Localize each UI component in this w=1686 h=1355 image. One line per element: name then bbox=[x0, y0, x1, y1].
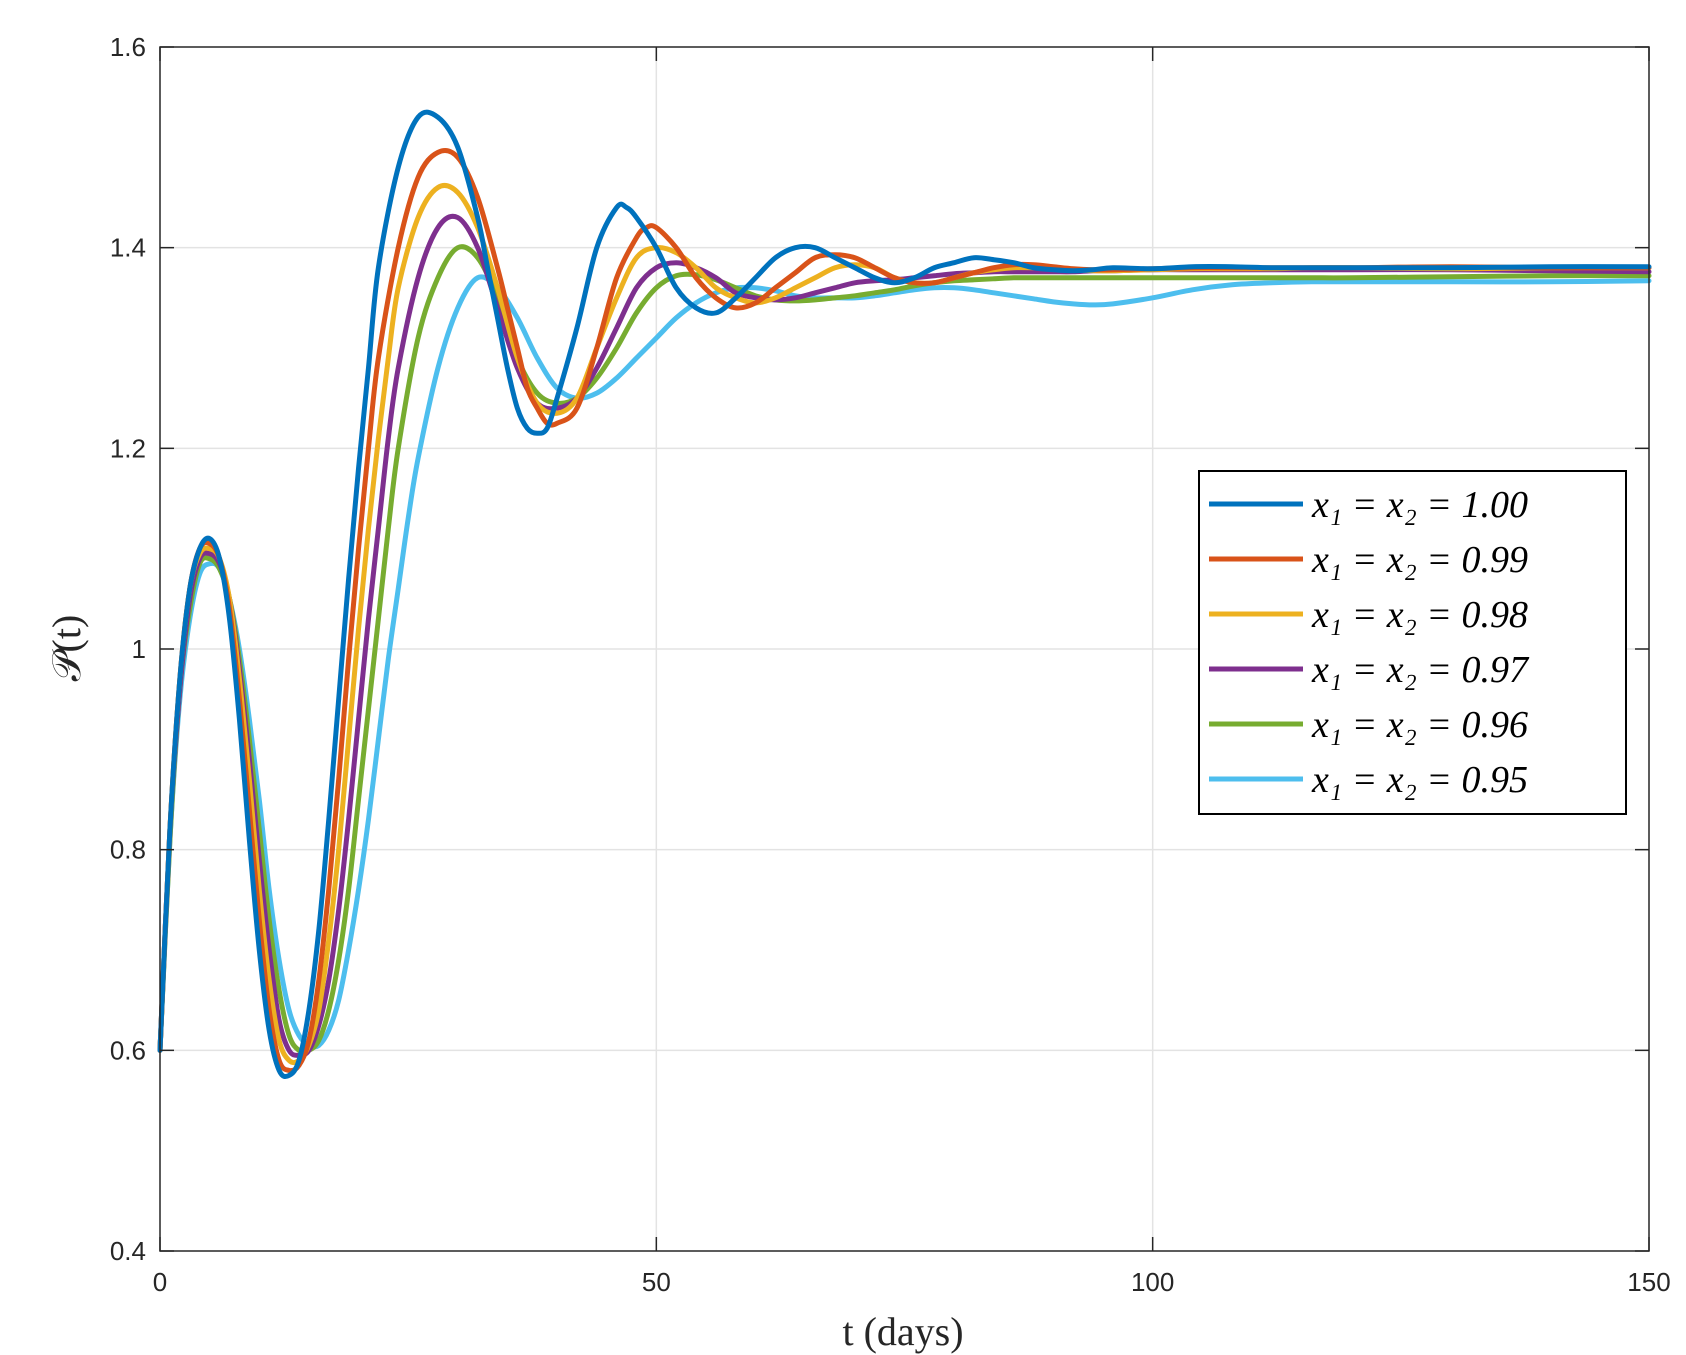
x-tick-label: 50 bbox=[642, 1267, 671, 1297]
legend-label: x₁ = x₂ = 0.98 bbox=[1311, 594, 1528, 636]
axis-ticks bbox=[159, 46, 1650, 1252]
y-axis-title: 𝒫(t) bbox=[44, 615, 89, 682]
x-tick-label: 0 bbox=[153, 1267, 167, 1297]
legend-label: x₁ = x₂ = 0.97 bbox=[1311, 649, 1530, 691]
tick-labels: 0 50 100 150 0.4 0.6 0.8 1 1.2 1.4 1.6 bbox=[110, 32, 1671, 1297]
legend-label: x₁ = x₂ = 0.99 bbox=[1311, 539, 1528, 581]
series-line-1 bbox=[157, 109, 1652, 1080]
series-line-2 bbox=[157, 147, 1652, 1074]
x-axis-title: t (days) bbox=[842, 1309, 963, 1354]
y-tick-label: 1.4 bbox=[110, 233, 146, 263]
series-lines bbox=[157, 109, 1652, 1080]
y-tick-label: 1.6 bbox=[110, 32, 146, 62]
y-tick-label: 0.6 bbox=[110, 1035, 146, 1065]
x-tick-label: 150 bbox=[1627, 1267, 1670, 1297]
legend: x₁ = x₂ = 1.00 x₁ = x₂ = 0.99 x₁ = x₂ = 0.… bbox=[1198, 470, 1627, 815]
x-tick-label: 100 bbox=[1131, 1267, 1174, 1297]
y-tick-label: 0.8 bbox=[110, 835, 146, 865]
legend-label: x₁ = x₂ = 0.95 bbox=[1311, 759, 1528, 801]
y-tick-label: 0.4 bbox=[110, 1236, 146, 1266]
legend-label: x₁ = x₂ = 0.96 bbox=[1311, 704, 1528, 746]
legend-box bbox=[1198, 470, 1627, 815]
legend-label: x₁ = x₂ = 1.00 bbox=[1311, 484, 1528, 526]
y-tick-label: 1 bbox=[132, 634, 146, 664]
y-tick-label: 1.2 bbox=[110, 433, 146, 463]
